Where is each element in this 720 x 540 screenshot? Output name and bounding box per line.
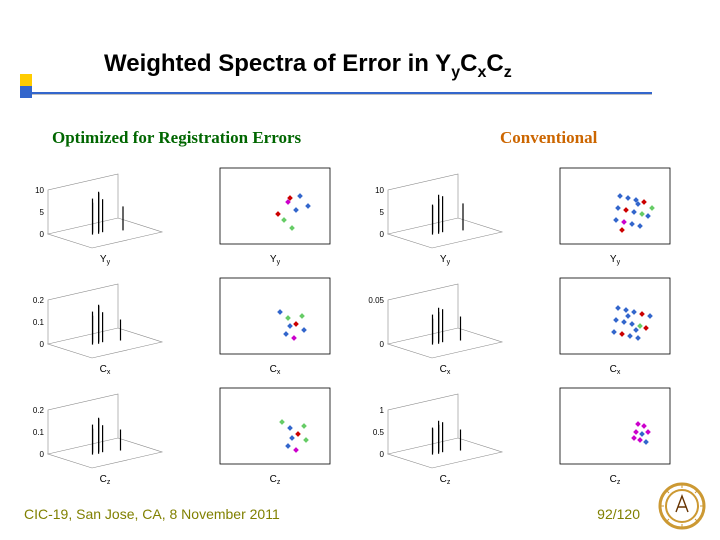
svg-text:0.5: 0.5: [373, 428, 385, 437]
spectrum-3d-conventional: 0 5 10 Yy: [360, 156, 530, 266]
spectrum-3d-optimized: 0 0.1 0.2 Cx: [20, 266, 190, 376]
svg-text:Cz: Cz: [100, 474, 111, 486]
spectrum-3d-conventional: 0 0.5 1 Cz: [360, 376, 530, 486]
title-text-1: Weighted Spectra of Error in Y: [104, 50, 451, 77]
scatter-conventional: Cz: [530, 376, 700, 486]
svg-text:Yy: Yy: [610, 254, 621, 266]
svg-text:0.2: 0.2: [33, 296, 45, 305]
title-sub-z: z: [504, 64, 512, 81]
footer-page-number: 92/120: [597, 506, 640, 522]
svg-text:10: 10: [375, 186, 384, 195]
svg-text:0: 0: [40, 230, 45, 239]
svg-text:0: 0: [380, 230, 385, 239]
title-rule-shadow: [32, 94, 652, 95]
svg-text:0.05: 0.05: [368, 296, 384, 305]
svg-text:Cx: Cx: [100, 364, 111, 376]
title-sub-y: y: [451, 64, 460, 81]
svg-text:Yy: Yy: [100, 254, 111, 266]
svg-text:0: 0: [40, 450, 45, 459]
svg-text:Yy: Yy: [270, 254, 281, 266]
page-title: Weighted Spectra of Error in YyCxCz: [104, 50, 512, 82]
svg-text:Cx: Cx: [610, 364, 621, 376]
spectrum-3d-optimized: 0 0.1 0.2 Cz: [20, 376, 190, 486]
footer-venue: CIC-19, San Jose, CA, 8 November 2011: [24, 506, 280, 522]
scatter-optimized: Cz: [190, 376, 360, 486]
svg-text:0.1: 0.1: [33, 428, 45, 437]
svg-text:0.2: 0.2: [33, 406, 45, 415]
svg-text:Cz: Cz: [610, 474, 621, 486]
spectrum-3d-optimized: 0 5 10 Yy: [20, 156, 190, 266]
scatter-conventional: Cx: [530, 266, 700, 376]
svg-text:1: 1: [380, 406, 385, 415]
svg-text:0: 0: [40, 340, 45, 349]
chart-grid: 0510YyYy0510YyYy00.10.2CxCx00.05CxCx00.1…: [20, 156, 700, 486]
scatter-optimized: Yy: [190, 156, 360, 266]
svg-text:Cx: Cx: [270, 364, 281, 376]
svg-text:Cz: Cz: [270, 474, 281, 486]
university-logo: [658, 482, 706, 530]
title-cz: C: [486, 50, 503, 77]
subhead-optimized: Optimized for Registration Errors: [52, 128, 301, 148]
spectrum-3d-conventional: 0 0.05 Cx: [360, 266, 530, 376]
svg-text:Cz: Cz: [440, 474, 451, 486]
scatter-optimized: Cx: [190, 266, 360, 376]
title-cx: C: [460, 50, 477, 77]
svg-text:0: 0: [380, 450, 385, 459]
svg-text:5: 5: [40, 208, 45, 217]
scatter-conventional: Yy: [530, 156, 700, 266]
accent-square-yellow: [20, 74, 32, 86]
svg-text:10: 10: [35, 186, 44, 195]
svg-text:5: 5: [380, 208, 385, 217]
svg-text:Yy: Yy: [440, 254, 451, 266]
accent-square-blue: [20, 86, 32, 98]
subhead-conventional: Conventional: [500, 128, 597, 148]
svg-text:Cx: Cx: [440, 364, 451, 376]
svg-text:0.1: 0.1: [33, 318, 45, 327]
svg-text:0: 0: [380, 340, 385, 349]
title-sub-x: x: [477, 64, 486, 81]
